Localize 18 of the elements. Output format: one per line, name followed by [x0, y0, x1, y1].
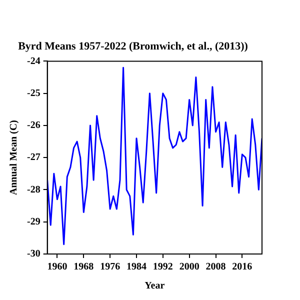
x-tick-label: 2016: [232, 262, 252, 273]
x-tick-label: 2008: [206, 262, 226, 273]
x-tick-label: 1968: [74, 262, 94, 273]
x-axis-title: Year: [144, 280, 166, 292]
x-tick-label: 1960: [47, 262, 68, 273]
x-tick-label: 1992: [152, 262, 173, 273]
x-tick-label: 2000: [179, 262, 200, 273]
y-axis-title: Annual Mean (C): [8, 120, 20, 196]
y-tick-label: -28: [26, 184, 40, 196]
y-tick-label: -24: [26, 56, 40, 67]
x-tick-label: 1984: [126, 262, 146, 273]
y-tick-label: -30: [26, 248, 40, 260]
y-tick-label: -25: [26, 88, 40, 99]
y-tick-label: -26: [26, 120, 40, 132]
chart-title: Byrd Means 1957-2022 (Bromwich, et al., (2013)): [18, 40, 248, 52]
x-tick-label: 1976: [100, 262, 120, 273]
y-tick-label: -29: [26, 216, 40, 228]
y-tick-label: -27: [26, 152, 40, 164]
